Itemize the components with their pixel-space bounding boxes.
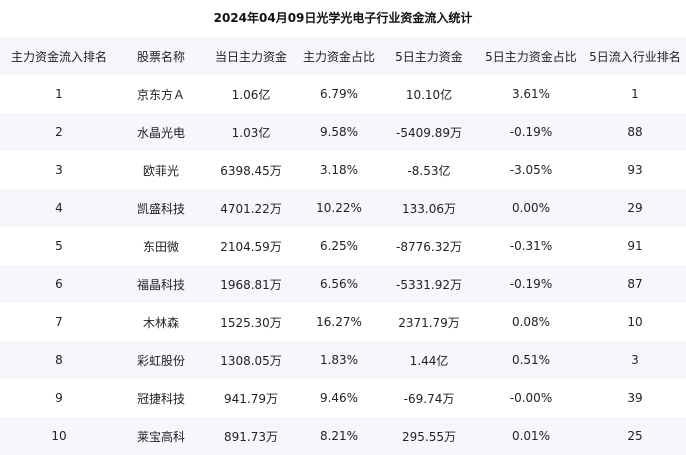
cell-main-fund-ratio: 9.58% xyxy=(319,125,359,139)
cell-stock-name: 东田微 xyxy=(142,239,179,254)
cell-5day-industry-rank: 87 xyxy=(627,277,643,291)
cell-daily-main-fund: 1.06亿 xyxy=(231,87,271,102)
column-header-5day-main-fund-ratio: 5日主力资金占比 xyxy=(485,49,577,64)
table-row: 2 水晶光电 1.03亿 9.58% -5409.89万 -0.19% 88 xyxy=(0,113,686,151)
header-row: 主力资金流入排名 股票名称 当日主力资金 主力资金占比 5日主力资金 5日主力资… xyxy=(0,37,686,75)
cell-main-fund-ratio: 10.22% xyxy=(316,201,362,215)
cell-5day-industry-rank: 93 xyxy=(627,163,643,177)
cell-main-fund-ratio: 16.27% xyxy=(316,315,362,329)
cell-5day-main-fund: 1.44亿 xyxy=(409,353,449,368)
cell-daily-main-fund: 1968.81万 xyxy=(220,277,282,292)
column-header-rank: 主力资金流入排名 xyxy=(10,49,107,64)
cell-rank: 8 xyxy=(55,353,63,367)
cell-5day-main-fund: -5409.89万 xyxy=(396,125,462,140)
cell-5day-main-fund-ratio: -3.05% xyxy=(509,163,553,177)
cell-rank: 4 xyxy=(55,201,63,215)
cell-daily-main-fund: 941.79万 xyxy=(224,391,278,406)
fund-flow-table: 主力资金流入排名 股票名称 当日主力资金 主力资金占比 5日主力资金 5日主力资… xyxy=(0,37,686,455)
cell-5day-main-fund-ratio: 3.61% xyxy=(511,87,551,101)
cell-main-fund-ratio: 3.18% xyxy=(319,163,359,177)
cell-5day-main-fund: -5331.92万 xyxy=(396,277,462,292)
table-row: 7 木林森 1525.30万 16.27% 2371.79万 0.08% 10 xyxy=(0,303,686,341)
table-row: 3 欧菲光 6398.45万 3.18% -8.53亿 -3.05% 93 xyxy=(0,151,686,189)
cell-rank: 9 xyxy=(55,391,63,405)
cell-5day-industry-rank: 88 xyxy=(627,125,643,139)
cell-5day-main-fund: 133.06万 xyxy=(402,201,456,216)
cell-main-fund-ratio: 6.56% xyxy=(319,277,359,291)
cell-main-fund-ratio: 6.25% xyxy=(319,239,359,253)
cell-main-fund-ratio: 9.46% xyxy=(319,391,359,405)
table-row: 8 彩虹股份 1308.05万 1.83% 1.44亿 0.51% 3 xyxy=(0,341,686,379)
cell-stock-name: 福晶科技 xyxy=(136,277,185,292)
cell-main-fund-ratio: 8.21% xyxy=(319,429,359,443)
column-header-main-fund-ratio: 主力资金占比 xyxy=(302,49,375,64)
cell-rank: 10 xyxy=(51,429,67,443)
cell-5day-main-fund: 295.55万 xyxy=(402,429,456,444)
cell-stock-name: 水晶光电 xyxy=(136,125,185,140)
cell-5day-main-fund-ratio: -0.00% xyxy=(509,391,553,405)
cell-5day-main-fund-ratio: 0.51% xyxy=(511,353,551,367)
cell-rank: 3 xyxy=(55,163,63,177)
cell-5day-industry-rank: 10 xyxy=(627,315,643,329)
cell-stock-name: 欧菲光 xyxy=(142,163,179,178)
cell-rank: 2 xyxy=(55,125,63,139)
cell-5day-industry-rank: 29 xyxy=(627,201,643,215)
cell-5day-main-fund-ratio: -0.19% xyxy=(509,125,553,139)
table-title: 2024年04月09日光学光电子行业资金流入统计 xyxy=(213,11,473,25)
cell-stock-name: 凯盛科技 xyxy=(136,201,185,216)
cell-5day-main-fund-ratio: 0.01% xyxy=(511,429,551,443)
cell-rank: 6 xyxy=(55,277,63,291)
cell-5day-industry-rank: 1 xyxy=(631,87,639,101)
column-header-daily-main-fund: 当日主力资金 xyxy=(214,49,287,64)
cell-daily-main-fund: 4701.22万 xyxy=(220,201,282,216)
cell-stock-name: 京东方Ａ xyxy=(136,87,185,102)
cell-5day-main-fund: 2371.79万 xyxy=(398,315,460,330)
cell-daily-main-fund: 1525.30万 xyxy=(220,315,282,330)
cell-5day-industry-rank: 3 xyxy=(631,353,639,367)
cell-5day-main-fund-ratio: -0.19% xyxy=(509,277,553,291)
table-row: 4 凯盛科技 4701.22万 10.22% 133.06万 0.00% 29 xyxy=(0,189,686,227)
column-header-5day-industry-rank: 5日流入行业排名 xyxy=(589,49,681,64)
cell-rank: 1 xyxy=(55,87,63,101)
cell-stock-name: 冠捷科技 xyxy=(136,391,185,406)
cell-daily-main-fund: 2104.59万 xyxy=(220,239,282,254)
cell-daily-main-fund: 891.73万 xyxy=(224,429,278,444)
cell-5day-main-fund: 10.10亿 xyxy=(405,87,453,102)
cell-main-fund-ratio: 1.83% xyxy=(319,353,359,367)
cell-5day-industry-rank: 39 xyxy=(627,391,643,405)
cell-stock-name: 彩虹股份 xyxy=(136,353,185,368)
cell-stock-name: 木林森 xyxy=(142,315,179,330)
cell-daily-main-fund: 1.03亿 xyxy=(231,125,271,140)
cell-5day-main-fund-ratio: 0.08% xyxy=(511,315,551,329)
table-row: 6 福晶科技 1968.81万 6.56% -5331.92万 -0.19% 8… xyxy=(0,265,686,303)
table-row: 5 东田微 2104.59万 6.25% -8776.32万 -0.31% 91 xyxy=(0,227,686,265)
cell-rank: 5 xyxy=(55,239,63,253)
cell-daily-main-fund: 6398.45万 xyxy=(220,163,282,178)
cell-5day-main-fund-ratio: -0.31% xyxy=(509,239,553,253)
cell-main-fund-ratio: 6.79% xyxy=(319,87,359,101)
cell-5day-industry-rank: 25 xyxy=(627,429,643,443)
table-row: 10 莱宝高科 891.73万 8.21% 295.55万 0.01% 25 xyxy=(0,417,686,455)
cell-5day-main-fund: -8776.32万 xyxy=(396,239,462,254)
column-header-stock-name: 股票名称 xyxy=(136,49,185,64)
cell-rank: 7 xyxy=(55,315,63,329)
cell-5day-main-fund: -69.74万 xyxy=(403,391,455,406)
column-header-5day-main-fund: 5日主力资金 xyxy=(395,49,463,64)
cell-daily-main-fund: 1308.05万 xyxy=(220,353,282,368)
cell-5day-main-fund-ratio: 0.00% xyxy=(511,201,551,215)
table-row: 1 京东方Ａ 1.06亿 6.79% 10.10亿 3.61% 1 xyxy=(0,75,686,113)
cell-5day-industry-rank: 91 xyxy=(627,239,643,253)
cell-5day-main-fund: -8.53亿 xyxy=(407,163,451,178)
table-row: 9 冠捷科技 941.79万 9.46% -69.74万 -0.00% 39 xyxy=(0,379,686,417)
cell-stock-name: 莱宝高科 xyxy=(136,429,185,444)
